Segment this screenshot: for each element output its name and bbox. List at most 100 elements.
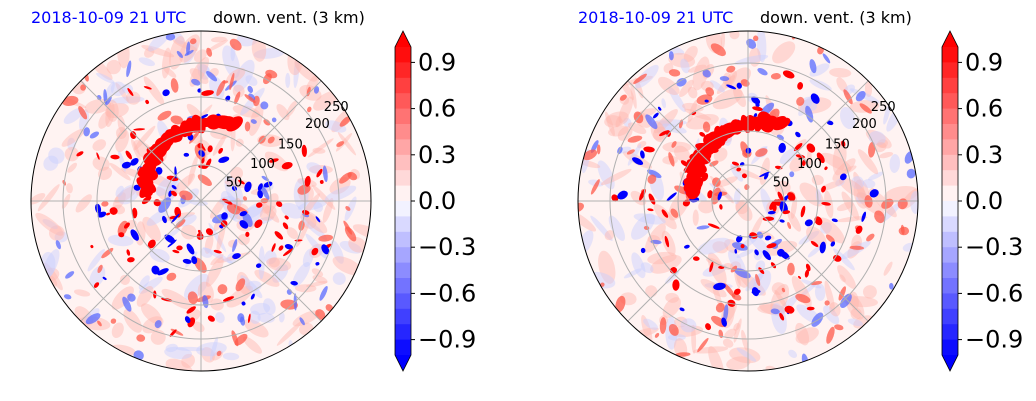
field-cell	[840, 240, 871, 260]
field-cell	[795, 322, 810, 346]
field-cell	[787, 221, 792, 229]
colorbar-segment	[395, 201, 411, 217]
field-cell	[222, 198, 233, 205]
field-cell	[631, 252, 646, 279]
field-cell	[804, 219, 813, 227]
field-cell	[790, 196, 798, 219]
field-cell	[311, 247, 319, 256]
field-cell	[75, 194, 92, 213]
field-cell	[668, 86, 686, 113]
field-cell	[162, 89, 170, 97]
field-cell	[140, 303, 163, 325]
field-cell	[115, 185, 124, 198]
radial-tick-label: 150	[278, 138, 303, 153]
field-cell	[222, 352, 240, 361]
field-cell	[713, 282, 726, 291]
field-cell	[717, 191, 722, 201]
field-cell	[232, 84, 245, 98]
field-cell	[830, 241, 836, 247]
field-cell	[702, 69, 711, 78]
colorbar-segment	[942, 62, 958, 79]
field-cell	[245, 231, 250, 238]
field-cell	[182, 258, 192, 264]
field-cell	[312, 147, 326, 154]
grid-spoke	[747, 200, 869, 322]
field-cell	[877, 139, 888, 148]
field-cell	[276, 320, 303, 346]
field-cell	[611, 194, 619, 202]
field-cell	[222, 45, 240, 79]
field-cell	[213, 249, 222, 254]
field-cell	[109, 162, 131, 181]
field-cell	[684, 108, 712, 121]
field-cell	[772, 41, 796, 64]
field-cell	[789, 155, 807, 172]
field-cell	[276, 201, 283, 208]
colorbar-segment	[395, 139, 411, 156]
field-cell	[734, 54, 769, 66]
field-cell	[165, 358, 193, 371]
field-cell	[332, 256, 363, 276]
field-cell	[167, 239, 177, 248]
field-cell	[234, 91, 241, 105]
field-cell	[233, 59, 255, 93]
field-cell	[733, 318, 742, 343]
field-cell	[688, 64, 707, 73]
field-cell	[83, 127, 90, 137]
field-cell	[820, 179, 845, 191]
field-cell	[578, 210, 597, 232]
field-cell	[798, 275, 802, 279]
field-cell	[640, 262, 654, 274]
field-cell	[172, 31, 185, 45]
field-cell	[662, 141, 692, 153]
field-cell	[851, 176, 865, 190]
field-cell	[770, 73, 781, 80]
field-cell	[749, 234, 770, 255]
field-cell	[741, 173, 747, 179]
field-cell	[811, 174, 824, 186]
field-cell	[164, 346, 193, 360]
field-cell	[260, 201, 280, 223]
field-cell	[618, 96, 634, 123]
field-cell	[172, 249, 180, 254]
colorbar-segment	[395, 247, 411, 264]
chart-title: down. vent. (3 km)	[760, 8, 912, 27]
radial-tick-label: 100	[797, 157, 822, 172]
field-cell	[257, 189, 263, 199]
field-cell	[810, 240, 819, 248]
field-cell	[42, 219, 58, 230]
field-cell	[590, 215, 613, 241]
field-cell	[633, 213, 666, 225]
field-cell	[831, 218, 838, 223]
field-cell	[282, 222, 289, 230]
field-cell	[224, 175, 244, 206]
field-cell	[779, 312, 785, 321]
field-cell	[862, 285, 877, 299]
colorbar-tick-label: 0.6	[418, 95, 456, 123]
field-cell	[142, 216, 161, 242]
field-cell	[661, 98, 667, 109]
field-cell	[805, 263, 811, 272]
field-cell	[795, 131, 801, 138]
field-cell	[819, 217, 845, 244]
field-cell	[138, 57, 155, 67]
field-cell	[644, 223, 666, 253]
field-cell	[824, 166, 828, 171]
field-cell	[126, 60, 132, 78]
field-cell	[315, 262, 320, 266]
colorbar-segment	[395, 124, 411, 140]
field-cell	[733, 86, 747, 108]
field-cell	[777, 191, 784, 202]
field-cell	[824, 300, 830, 306]
field-cell	[647, 251, 677, 265]
field-cell	[757, 68, 768, 76]
field-cell	[640, 247, 646, 254]
field-cell	[670, 208, 679, 218]
field-cell	[781, 287, 786, 293]
field-cell	[43, 155, 59, 171]
field-cell	[144, 47, 155, 58]
colorbar-tick-label: −0.6	[418, 279, 476, 307]
field-cell	[630, 190, 647, 206]
field-cell	[740, 79, 750, 87]
field-cell	[759, 157, 770, 185]
